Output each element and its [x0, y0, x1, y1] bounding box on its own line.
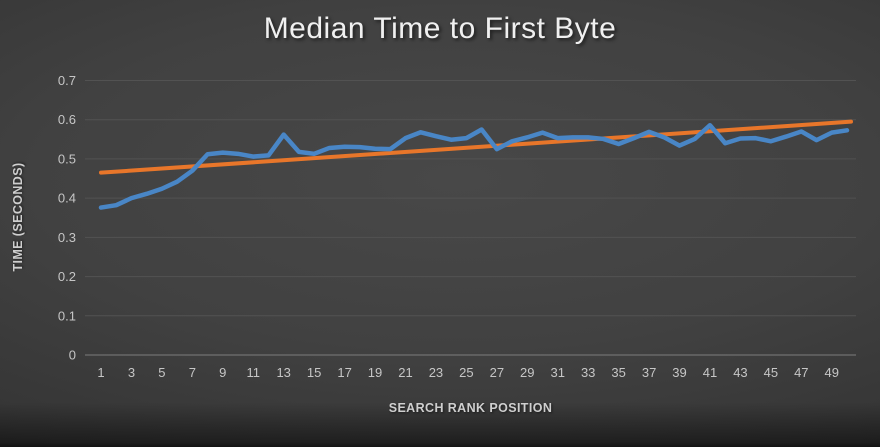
x-tick-label: 13 — [276, 365, 290, 380]
y-tick-label: 0.4 — [58, 191, 76, 206]
chart-title: Median Time to First Byte — [263, 12, 617, 45]
x-tick-label: 23 — [429, 365, 443, 380]
x-tick-label: 25 — [459, 365, 473, 380]
x-axis-title: SEARCH RANK POSITION — [388, 401, 553, 415]
trend-line — [99, 119, 853, 175]
x-tick-label: 21 — [398, 365, 412, 380]
x-tick-label: 5 — [158, 365, 165, 380]
y-tick-label: 0.5 — [58, 151, 76, 166]
x-tick-label: 1 — [97, 365, 104, 380]
y-tick-label: 0.7 — [58, 73, 76, 88]
x-tick-label: 31 — [551, 365, 565, 380]
y-tick-label: 0.2 — [58, 269, 76, 284]
x-tick-label: 3 — [128, 365, 135, 380]
x-tick-label: 41 — [703, 365, 717, 380]
gridlines — [85, 80, 856, 356]
x-tick-labels: 1 3 5 7 9 11 13 15 17 19 21 23 25 27 29 31 33 35 37 39 41 43 4… — [97, 365, 839, 380]
y-tick-label: 0.1 — [58, 308, 76, 323]
x-tick-label: 17 — [337, 365, 351, 380]
x-tick-label: 33 — [581, 365, 595, 380]
x-tick-label: 27 — [490, 365, 504, 380]
y-tick-label: 0 — [69, 348, 76, 363]
x-tick-label: 15 — [307, 365, 321, 380]
x-tick-label: 37 — [642, 365, 656, 380]
ttfb-line — [98, 122, 850, 210]
y-tick-label: 0.3 — [58, 230, 76, 245]
x-tick-label: 29 — [520, 365, 534, 380]
y-tick-label: 0.6 — [58, 112, 76, 127]
x-tick-label: 49 — [825, 365, 839, 380]
x-tick-label: 45 — [764, 365, 778, 380]
y-tick-labels: 0 0.1 0.2 0.3 0.4 0.5 0.6 0.7 — [58, 73, 76, 363]
x-tick-label: 9 — [219, 365, 226, 380]
x-tick-label: 47 — [794, 365, 808, 380]
x-tick-label: 7 — [189, 365, 196, 380]
x-tick-label: 39 — [672, 365, 686, 380]
x-tick-label: 19 — [368, 365, 382, 380]
x-tick-label: 35 — [611, 365, 625, 380]
x-tick-label: 11 — [246, 365, 260, 380]
x-tick-label: 43 — [733, 365, 747, 380]
